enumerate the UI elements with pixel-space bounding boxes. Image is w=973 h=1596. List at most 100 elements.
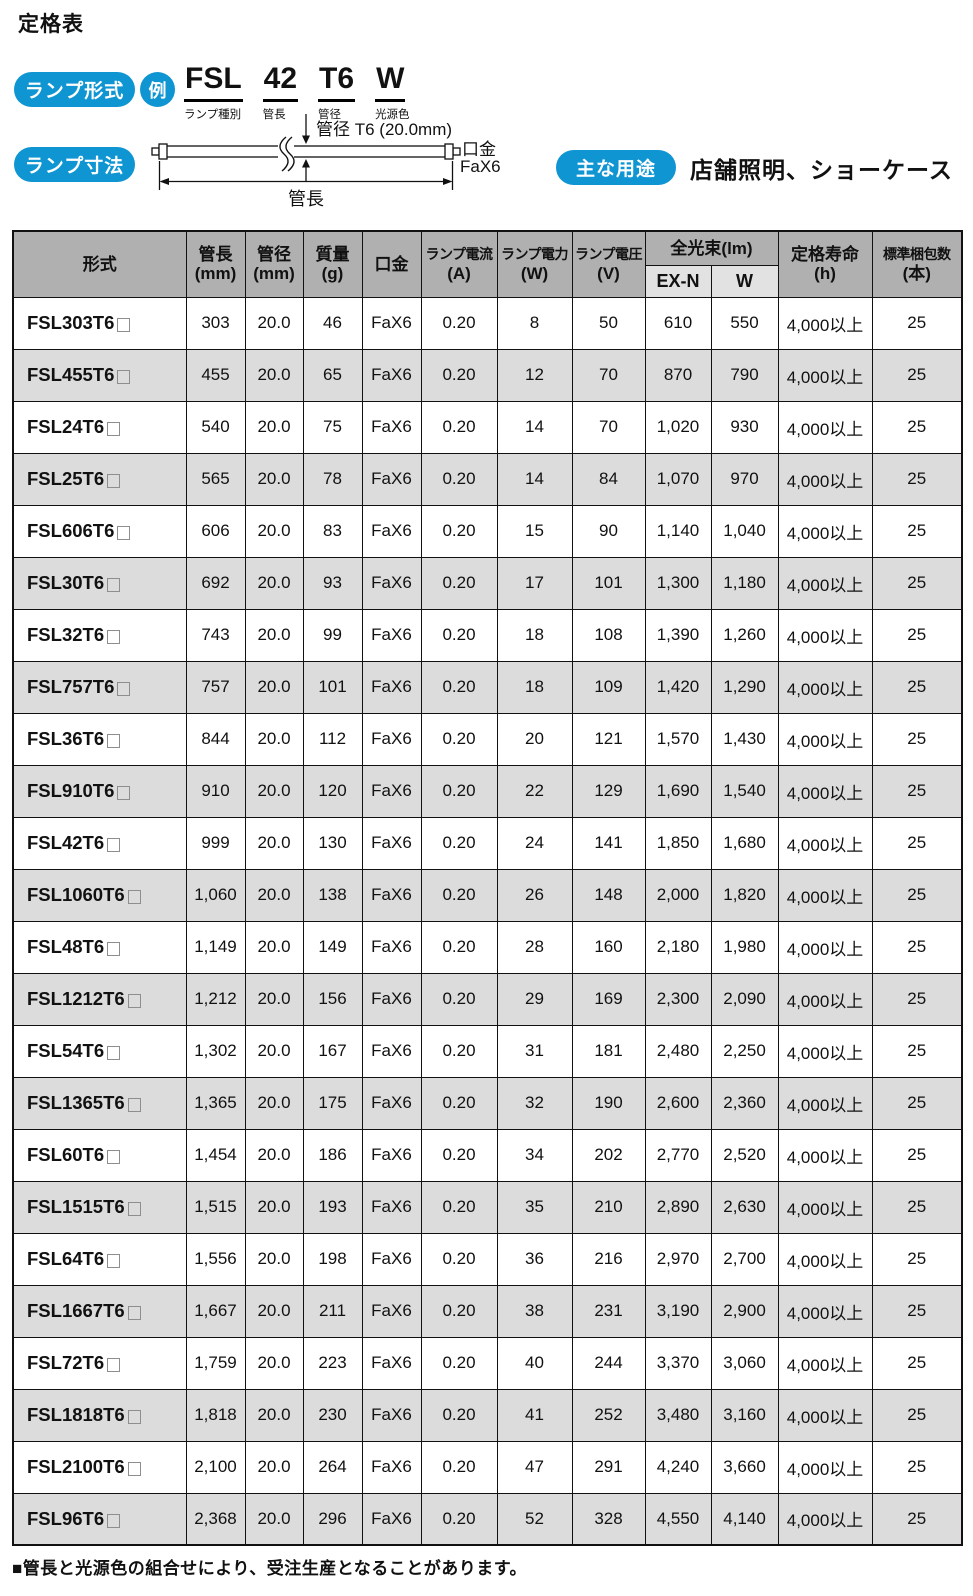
cell-voltage_v: 190 <box>571 1076 646 1130</box>
page-title: 定格表 <box>18 13 84 36</box>
lamp-cap-left <box>158 143 168 160</box>
cell-pack_qty: 25 <box>871 1284 963 1338</box>
cell-base: FaX6 <box>361 1128 422 1182</box>
color-code-box <box>127 890 141 904</box>
header-life: 定格寿命 (h) <box>777 230 873 298</box>
cell-current_a: 0.20 <box>420 1336 498 1390</box>
cell-flux_w_lm: 2,700 <box>710 1232 779 1286</box>
cell-mass_g: 93 <box>302 556 363 610</box>
cell-rated_life_h: 4,000以上 <box>777 1076 873 1130</box>
cell-model: FSL32T6 <box>12 608 187 662</box>
color-code-box <box>117 318 131 332</box>
cell-mass_g: 65 <box>302 348 363 402</box>
arrow-right <box>443 178 453 185</box>
cell-voltage_v: 328 <box>571 1492 646 1546</box>
lamp-format-badge: ランプ形式 <box>14 72 135 107</box>
format-token-text: 42 <box>262 64 299 102</box>
table-row: FSL36T6 844 20.0 112 FaX6 0.20 20 121 1,570 1,430… <box>12 712 963 766</box>
cell-diameter_mm: 20.0 <box>244 452 304 506</box>
lamp-tube <box>165 145 447 158</box>
cell-current_a: 0.20 <box>420 1180 498 1234</box>
header-flux-w: W <box>710 264 779 298</box>
cell-length_mm: 999 <box>185 816 246 870</box>
cell-model: FSL455T6 <box>12 348 187 402</box>
cell-current_a: 0.20 <box>420 1232 498 1286</box>
arrow-down <box>302 135 310 144</box>
cell-pack_qty: 25 <box>871 1440 963 1494</box>
table-row: FSL757T6 757 20.0 101 FaX6 0.20 18 109 1,420 1,29… <box>12 660 963 714</box>
cell-length_mm: 2,100 <box>185 1440 246 1494</box>
cell-mass_g: 149 <box>302 920 363 974</box>
table-row: FSL96T6 2,368 20.0 296 FaX6 0.20 52 328 4,550 4,1… <box>12 1492 963 1546</box>
cell-length_mm: 743 <box>185 608 246 662</box>
format-token-label: ランプ種別 <box>184 109 242 121</box>
cell-current_a: 0.20 <box>420 1388 498 1442</box>
cell-voltage_v: 231 <box>571 1284 646 1338</box>
cell-flux_exn_lm: 3,190 <box>644 1284 712 1338</box>
color-code-box <box>107 1358 121 1372</box>
cell-model: FSL2100T6 <box>12 1440 187 1494</box>
cell-rated_life_h: 4,000以上 <box>777 920 873 974</box>
cell-current_a: 0.20 <box>420 556 498 610</box>
cell-current_a: 0.20 <box>420 816 498 870</box>
cell-pack_qty: 25 <box>871 972 963 1026</box>
cell-current_a: 0.20 <box>420 1440 498 1494</box>
cell-flux_exn_lm: 1,390 <box>644 608 712 662</box>
main-use-text: 店舗照明、ショーケース <box>690 156 953 183</box>
cell-pack_qty: 25 <box>871 816 963 870</box>
header-model: 形式 <box>12 230 187 298</box>
cell-mass_g: 223 <box>302 1336 363 1390</box>
cell-voltage_v: 252 <box>571 1388 646 1442</box>
cell-length_mm: 1,212 <box>185 972 246 1026</box>
cell-length_mm: 1,667 <box>185 1284 246 1338</box>
color-code-box <box>107 1254 121 1268</box>
cell-flux_exn_lm: 1,420 <box>644 660 712 714</box>
cell-rated_life_h: 4,000以上 <box>777 400 873 454</box>
cell-power_w: 28 <box>496 920 573 974</box>
cell-base: FaX6 <box>361 1232 422 1286</box>
cell-rated_life_h: 4,000以上 <box>777 452 873 506</box>
color-code-box <box>117 370 131 384</box>
cell-flux_exn_lm: 610 <box>644 296 712 350</box>
table-row: FSL1365T6 1,365 20.0 175 FaX6 0.20 32 190 2,600 2… <box>12 1076 963 1130</box>
break-squiggle <box>279 136 289 172</box>
cell-mass_g: 193 <box>302 1180 363 1234</box>
cell-voltage_v: 121 <box>571 712 646 766</box>
cell-flux_exn_lm: 2,770 <box>644 1128 712 1182</box>
cell-base: FaX6 <box>361 452 422 506</box>
cell-diameter_mm: 20.0 <box>244 1284 304 1338</box>
header-base: 口金 <box>361 230 422 298</box>
cell-pack_qty: 25 <box>871 868 963 922</box>
cell-power_w: 34 <box>496 1128 573 1182</box>
cell-flux_w_lm: 1,040 <box>710 504 779 558</box>
cell-diameter_mm: 20.0 <box>244 920 304 974</box>
cell-power_w: 35 <box>496 1180 573 1234</box>
cell-power_w: 18 <box>496 608 573 662</box>
table-row: FSL303T6 303 20.0 46 FaX6 0.20 8 50 610 550 4,000以… <box>12 296 963 350</box>
cell-voltage_v: 108 <box>571 608 646 662</box>
cell-power_w: 12 <box>496 348 573 402</box>
color-code-box <box>107 474 121 488</box>
cell-rated_life_h: 4,000以上 <box>777 608 873 662</box>
cell-current_a: 0.20 <box>420 400 498 454</box>
cell-diameter_mm: 20.0 <box>244 816 304 870</box>
color-code-box <box>107 734 121 748</box>
cell-power_w: 38 <box>496 1284 573 1338</box>
base-label-line2: FaX6 <box>460 157 501 176</box>
cell-voltage_v: 244 <box>571 1336 646 1390</box>
cell-flux_w_lm: 790 <box>710 348 779 402</box>
cell-base: FaX6 <box>361 920 422 974</box>
cell-pack_qty: 25 <box>871 1388 963 1442</box>
table-row: FSL64T6 1,556 20.0 198 FaX6 0.20 36 216 2,970 2,7… <box>12 1232 963 1286</box>
cell-model: FSL1818T6 <box>12 1388 187 1442</box>
cell-diameter_mm: 20.0 <box>244 400 304 454</box>
cell-flux_exn_lm: 1,570 <box>644 712 712 766</box>
cell-flux_exn_lm: 4,240 <box>644 1440 712 1494</box>
cell-base: FaX6 <box>361 400 422 454</box>
header-voltage: ランプ電圧 (V) <box>571 230 646 298</box>
lamp-dimensions-badge: ランプ寸法 <box>14 147 135 182</box>
cell-base: FaX6 <box>361 1024 422 1078</box>
main-use-badge: 主な用途 <box>556 150 676 185</box>
color-code-box <box>107 1150 121 1164</box>
cell-length_mm: 757 <box>185 660 246 714</box>
